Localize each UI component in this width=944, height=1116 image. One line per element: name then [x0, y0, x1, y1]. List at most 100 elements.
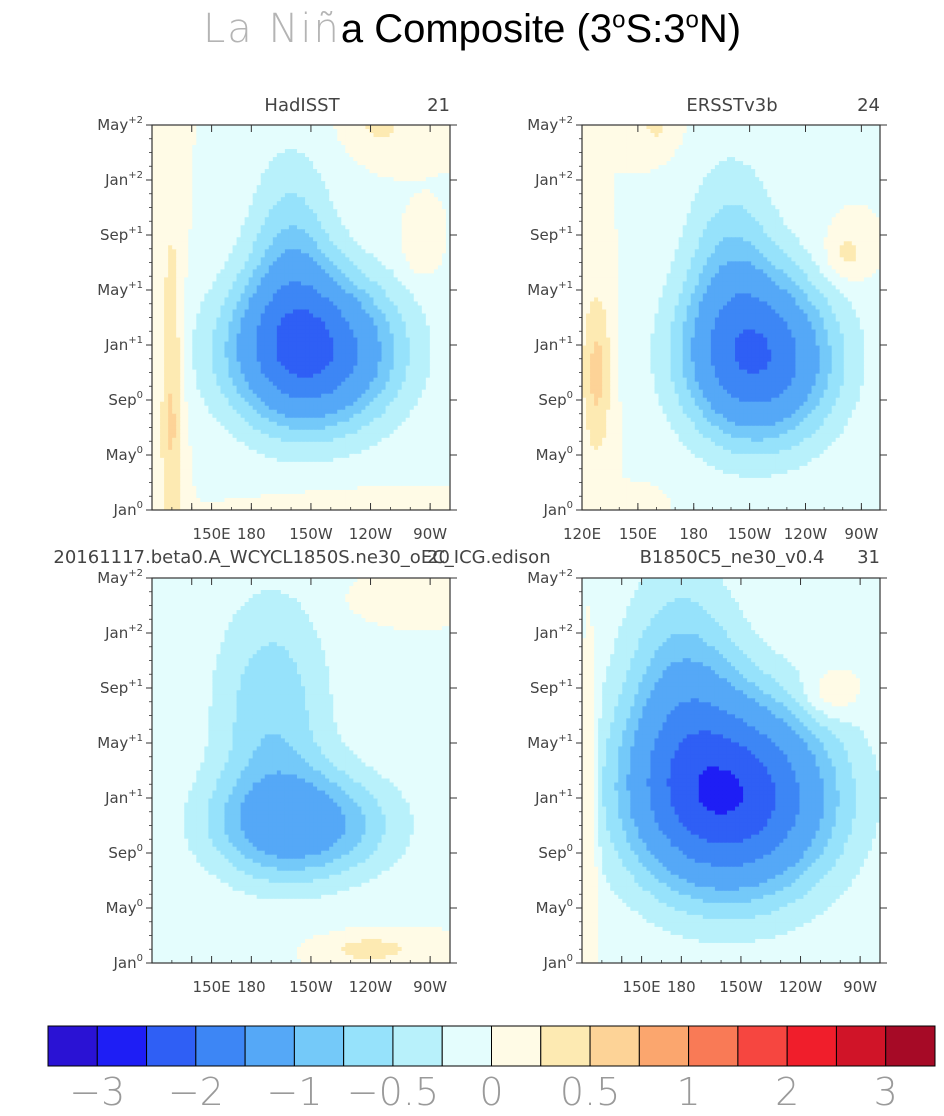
field-cell	[389, 209, 395, 214]
field-cell	[329, 353, 334, 359]
field-cell	[381, 353, 387, 359]
field-cell	[337, 181, 342, 186]
field-cell	[369, 377, 375, 383]
field-cell	[421, 317, 427, 323]
field-cell	[301, 193, 306, 198]
field-cell	[240, 237, 246, 242]
field-cell	[228, 189, 234, 194]
field-cell	[276, 149, 282, 154]
field-cell	[417, 317, 423, 323]
field-cell	[389, 297, 395, 303]
field-cell	[172, 281, 177, 287]
field-cell	[236, 293, 242, 299]
field-cell	[385, 261, 391, 266]
field-cell	[236, 169, 242, 174]
field-cell	[401, 145, 407, 150]
field-cell	[208, 317, 214, 323]
field-cell	[333, 165, 338, 170]
field-cell	[236, 149, 242, 154]
field-cell	[401, 137, 407, 142]
field-cell	[333, 305, 338, 311]
field-cell	[441, 325, 447, 331]
field-cell	[192, 249, 197, 254]
field-cell	[369, 161, 375, 166]
field-cell	[296, 273, 302, 278]
field-cell	[425, 141, 431, 146]
field-cell	[228, 305, 234, 311]
field-cell	[329, 349, 334, 355]
field-cell	[212, 281, 218, 287]
field-cell	[212, 177, 218, 182]
field-cell	[305, 301, 310, 307]
field-cell	[353, 329, 358, 335]
field-cell	[417, 225, 423, 230]
field-cell	[276, 145, 282, 150]
field-cell	[437, 349, 443, 355]
field-cell	[156, 165, 161, 170]
field-cell	[373, 333, 379, 339]
field-cell	[317, 365, 322, 371]
field-cell	[373, 273, 379, 278]
field-cell	[180, 145, 185, 150]
field-cell	[260, 165, 266, 170]
field-cell	[276, 185, 282, 190]
field-cell	[184, 169, 189, 174]
field-cell	[248, 301, 254, 307]
field-cell	[232, 149, 238, 154]
field-cell	[184, 217, 189, 222]
field-cell	[369, 189, 375, 194]
field-cell	[256, 197, 262, 202]
field-cell	[224, 201, 230, 206]
field-cell	[228, 229, 234, 234]
field-cell	[232, 393, 238, 399]
field-cell	[417, 197, 423, 202]
field-cell	[421, 289, 427, 295]
field-cell	[385, 301, 391, 307]
field-cell	[313, 385, 318, 391]
field-cell	[216, 393, 222, 399]
field-cell	[413, 161, 419, 166]
field-cell	[176, 289, 181, 295]
field-cell	[445, 353, 450, 359]
field-cell	[168, 357, 173, 363]
field-cell	[329, 341, 334, 347]
field-cell	[329, 261, 334, 266]
field-cell	[349, 353, 354, 359]
field-cell	[208, 293, 214, 299]
field-cell	[445, 253, 450, 258]
field-cell	[445, 341, 450, 347]
field-cell	[272, 149, 278, 154]
field-cell	[341, 197, 346, 202]
field-cell	[389, 361, 395, 367]
field-cell	[361, 309, 367, 315]
field-cell	[381, 257, 387, 262]
field-cell	[280, 185, 286, 190]
field-cell	[212, 245, 218, 250]
field-cell	[437, 365, 443, 371]
field-cell	[361, 125, 367, 130]
field-cell	[333, 325, 338, 331]
field-cell	[168, 381, 173, 387]
field-cell	[393, 385, 399, 391]
field-cell	[377, 389, 383, 395]
field-cell	[260, 225, 266, 230]
field-cell	[305, 381, 310, 387]
field-cell	[260, 345, 266, 351]
field-cell	[276, 249, 282, 254]
field-cell	[417, 249, 423, 254]
field-cell	[369, 285, 375, 291]
field-cell	[248, 377, 254, 383]
field-cell	[288, 133, 294, 138]
field-cell	[212, 345, 218, 351]
field-cell	[445, 201, 450, 206]
field-cell	[405, 141, 411, 146]
field-cell	[369, 197, 375, 202]
field-cell	[184, 265, 189, 270]
field-cell	[272, 293, 278, 299]
field-cell	[196, 153, 201, 158]
field-cell	[176, 133, 181, 138]
field-cell	[280, 385, 286, 391]
field-cell	[365, 325, 371, 331]
field-cell	[313, 173, 318, 178]
field-cell	[405, 189, 411, 194]
